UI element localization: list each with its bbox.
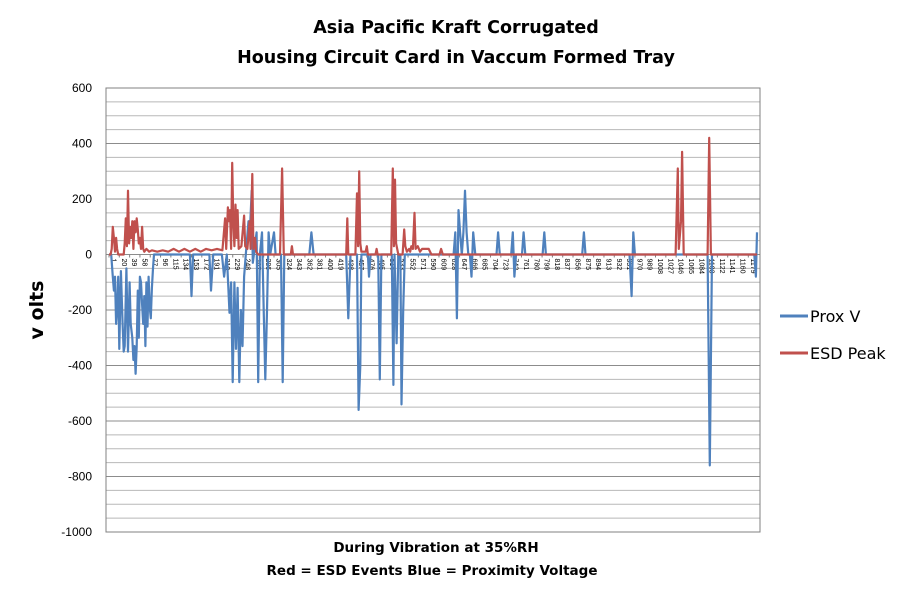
x-tick-label: 590: [429, 259, 436, 271]
legend-label-esd-peak: ESD Peak: [810, 344, 886, 363]
legend-label-prox-v: Prox V: [810, 307, 860, 326]
x-tick-label: 362: [305, 259, 312, 271]
x-tick-label: 647: [460, 259, 467, 271]
y-tick-label: 400: [72, 137, 92, 151]
x-tick-label: 913: [604, 259, 611, 271]
x-tick-label: 837: [563, 259, 570, 271]
x-tick-label: 552: [409, 259, 416, 271]
x-tick-label: 609: [439, 259, 446, 271]
legend: Prox V ESD Peak: [780, 307, 886, 363]
series-line-esd-peak: [109, 136, 757, 256]
x-tick-label: 1122: [718, 259, 725, 274]
x-tick-label: 1065: [687, 259, 694, 275]
x-tick-label: 191: [213, 259, 220, 271]
x-tick-label: 761: [522, 259, 529, 271]
x-tick-label: 324: [285, 259, 292, 271]
x-axis-label-line-2: Red = ESD Events Blue = Proximity Voltag…: [267, 563, 598, 579]
y-tick-label: -400: [68, 359, 92, 373]
x-tick-label: 704: [491, 259, 498, 271]
x-tick-label: 96: [161, 259, 168, 267]
y-tick-label: -800: [68, 470, 92, 484]
x-tick-label: 666: [470, 259, 477, 271]
x-tick-label: 628: [450, 259, 457, 271]
x-tick-label: 305: [274, 259, 281, 271]
y-tick-label: -1000: [61, 525, 92, 539]
x-tick-label: 571: [419, 259, 426, 271]
x-tick-label: 533: [398, 259, 405, 271]
x-tick-label: 780: [532, 259, 539, 271]
x-tick-label: 400: [326, 259, 333, 271]
x-tick-label: 970: [635, 259, 642, 271]
x-tick-label: 1179: [749, 259, 756, 274]
series-line-prox-v: [109, 189, 759, 467]
x-tick-label: 894: [594, 259, 601, 271]
series-layer: [109, 136, 759, 467]
x-tick-label: 1046: [677, 259, 684, 275]
x-tick-label: 248: [244, 259, 251, 271]
x-tick-label: 39: [130, 259, 137, 267]
y-axis-label: v olts: [26, 281, 48, 340]
x-tick-label: 723: [501, 259, 508, 271]
x-tick-label: 153: [192, 259, 199, 271]
y-tick-label: -200: [68, 303, 92, 317]
x-tick-label: 1008: [656, 259, 663, 275]
x-tick-label: 1084: [697, 259, 704, 275]
x-tick-label: 856: [574, 259, 581, 271]
x-tick-label: 58: [140, 259, 147, 267]
x-tick-label: 1027: [666, 259, 673, 275]
y-axis: 600 400 200 0 -200 -400 -600 -800 -1000: [61, 81, 92, 539]
y-tick-label: 200: [72, 192, 92, 206]
x-axis: 1 20 39 58 77 96 115 134 153 172 191 210 229 248 267 28…: [108, 254, 756, 275]
x-tick-label: 799: [543, 259, 550, 271]
chart-title-line-1: Asia Pacific Kraft Corrugated: [313, 18, 599, 38]
x-tick-label: 172: [202, 259, 209, 271]
chart-title-line-2: Housing Circuit Card in Vaccum Formed Tr…: [237, 48, 675, 68]
x-tick-label: 134: [182, 259, 189, 271]
y-tick-label: 600: [72, 81, 92, 95]
x-tick-label: 381: [316, 259, 323, 271]
x-tick-label: 115: [171, 259, 178, 270]
y-tick-label: 0: [85, 248, 92, 262]
x-tick-label: 1: [110, 259, 117, 263]
x-tick-label: 1141: [728, 259, 735, 274]
x-tick-label: 875: [584, 259, 591, 271]
x-tick-label: 951: [625, 259, 632, 271]
x-axis-label-line-1: During Vibration at 35%RH: [333, 540, 538, 556]
x-tick-label: 419: [336, 259, 343, 271]
x-tick-label: 685: [481, 259, 488, 271]
y-tick-label: -600: [68, 414, 92, 428]
x-tick-label: 989: [646, 259, 653, 271]
x-tick-label: 932: [615, 259, 622, 271]
x-tick-label: 1160: [739, 259, 746, 274]
x-tick-label: 343: [295, 259, 302, 271]
plot-area: [105, 87, 761, 533]
x-tick-label: 818: [553, 259, 560, 271]
grid: [106, 87, 760, 533]
x-tick-label: 20: [120, 259, 127, 267]
x-tick-label: 229: [233, 259, 240, 271]
